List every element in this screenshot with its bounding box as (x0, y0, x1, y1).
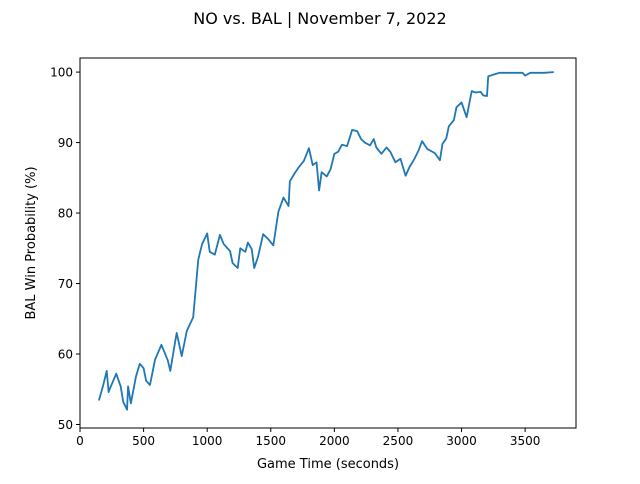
win-probability-line (98, 71, 555, 411)
x-tick-label: 3500 (510, 434, 541, 448)
x-tick-label: 500 (132, 434, 155, 448)
y-axis: 50 60 70 80 90 100 (50, 66, 80, 432)
y-tick-label: 80 (58, 207, 73, 221)
y-tick-label: 100 (50, 66, 73, 80)
x-tick-label: 1500 (255, 434, 286, 448)
x-axis: 0 500 1000 1500 2000 2500 3000 3500 (76, 428, 540, 448)
y-tick-label: 90 (58, 136, 73, 150)
x-axis-label: Game Time (seconds) (257, 457, 399, 472)
plot-area (98, 71, 555, 411)
x-tick-label: 3000 (446, 434, 477, 448)
plot-frame (79, 57, 577, 429)
y-tick-label: 70 (58, 277, 73, 291)
y-axis-label: BAL Win Probability (%) (24, 166, 39, 319)
x-tick-label: 0 (76, 434, 84, 448)
x-tick-label: 1000 (192, 434, 223, 448)
x-tick-label: 2500 (383, 434, 414, 448)
y-tick-label: 60 (58, 348, 73, 362)
x-tick-label: 2000 (319, 434, 350, 448)
chart-title: NO vs. BAL | November 7, 2022 (193, 9, 446, 28)
y-tick-label: 50 (58, 418, 73, 432)
